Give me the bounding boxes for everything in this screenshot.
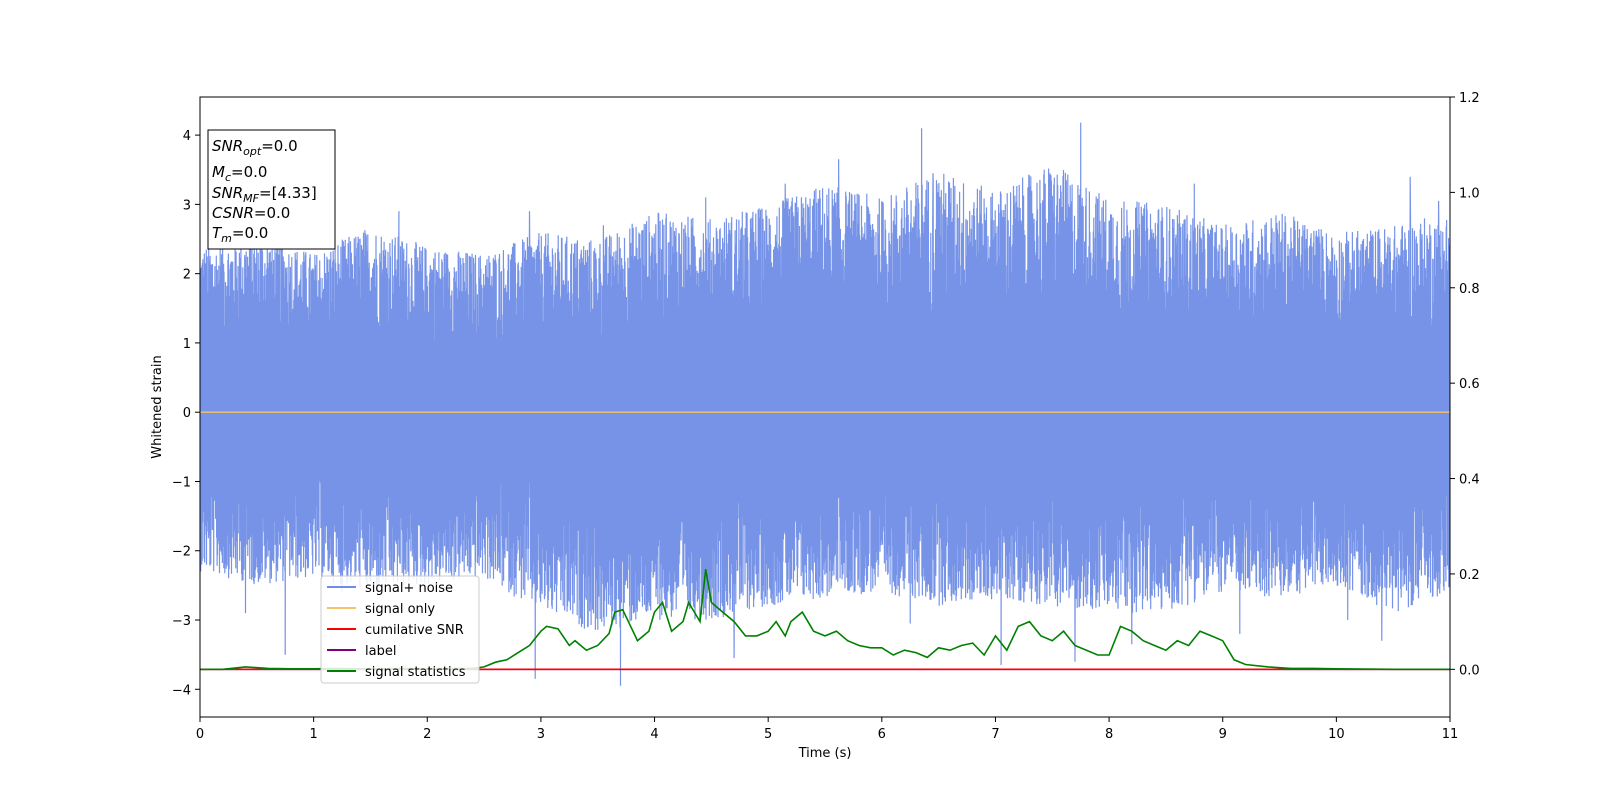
annotation-line: SNRopt=0.0 bbox=[212, 137, 298, 158]
y-tick-label: −1 bbox=[172, 475, 191, 490]
legend-entry-label: signal+ noise bbox=[365, 581, 453, 596]
x-axis-label: Time (s) bbox=[798, 746, 852, 761]
legend-entry-label: cumilative SNR bbox=[365, 623, 464, 638]
x-tick-label: 4 bbox=[650, 727, 658, 742]
y-tick-label: 3 bbox=[183, 198, 191, 213]
legend-entry-label: signal statistics bbox=[365, 665, 466, 680]
x-axis-ticks: 0 1 2 3 4 5 6 7 8 9 10 11 bbox=[196, 717, 1458, 742]
y-tick-label: −2 bbox=[172, 545, 191, 560]
x-tick-label: 5 bbox=[764, 727, 772, 742]
annotation-frame bbox=[207, 129, 336, 250]
y-tick-label: 0 bbox=[183, 406, 191, 421]
y2-tick-label: 1.2 bbox=[1459, 91, 1480, 106]
x-tick-label: 7 bbox=[991, 727, 999, 742]
y-axis-label: Whitened strain bbox=[150, 355, 165, 458]
signal-noise-line bbox=[200, 122, 1450, 686]
y2-tick-label: 0.0 bbox=[1459, 663, 1480, 678]
legend-entry-label: label bbox=[365, 644, 396, 659]
y-tick-label: −3 bbox=[172, 614, 191, 629]
legend: signal+ noise signal only cumilative SNR la… bbox=[320, 575, 480, 684]
x-tick-label: 8 bbox=[1105, 727, 1113, 742]
x-tick-label: 9 bbox=[1219, 727, 1227, 742]
signal-noise-series bbox=[200, 122, 1450, 686]
y2-tick-label: 1.0 bbox=[1459, 186, 1480, 201]
y-tick-label: −4 bbox=[172, 683, 191, 698]
annotation-line: SNRMF=[4.33] bbox=[212, 184, 317, 205]
x-tick-label: 11 bbox=[1442, 727, 1459, 742]
axes-frame bbox=[199, 96, 1451, 718]
y-tick-label: 4 bbox=[183, 129, 191, 144]
y-tick-label: 2 bbox=[183, 268, 191, 283]
y-tick-label: 1 bbox=[183, 337, 191, 352]
y-axis-ticks: −4 −3 −2 −1 0 1 2 3 4 bbox=[172, 129, 200, 698]
x-tick-label: 1 bbox=[309, 727, 317, 742]
legend-entry-label: signal only bbox=[365, 602, 435, 617]
y2-tick-label: 0.8 bbox=[1459, 282, 1480, 297]
y2-tick-label: 0.6 bbox=[1459, 377, 1480, 392]
y2-axis-ticks: 0.0 0.2 0.4 0.6 0.8 1.0 1.2 bbox=[1450, 91, 1480, 678]
signal-statistics-line bbox=[200, 569, 1450, 671]
annotation-line: Mc=0.0 bbox=[212, 163, 267, 184]
y2-tick-label: 0.4 bbox=[1459, 473, 1480, 488]
x-tick-label: 0 bbox=[196, 727, 204, 742]
y2-tick-label: 0.2 bbox=[1459, 568, 1480, 583]
x-tick-label: 3 bbox=[537, 727, 545, 742]
x-tick-label: 6 bbox=[878, 727, 886, 742]
annotation-line: CSNR=0.0 bbox=[212, 204, 290, 222]
x-tick-label: 10 bbox=[1328, 727, 1345, 742]
annotation-line: Tm=0.0 bbox=[212, 224, 268, 245]
legend-frame bbox=[320, 575, 480, 684]
x-tick-label: 2 bbox=[423, 727, 431, 742]
